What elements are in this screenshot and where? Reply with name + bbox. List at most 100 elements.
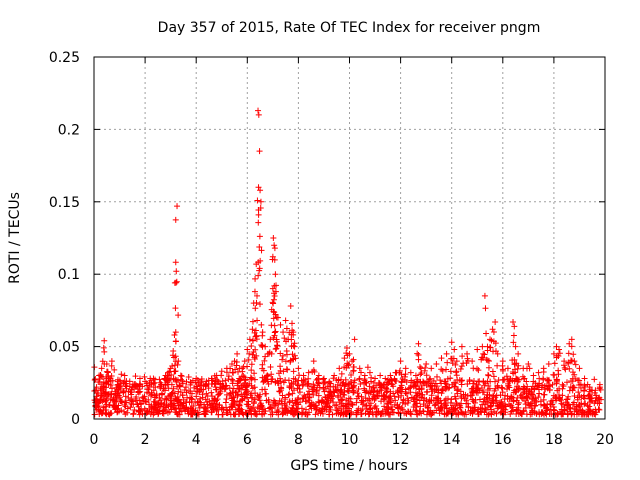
data-point <box>456 376 463 383</box>
data-point <box>551 407 558 414</box>
data-point <box>358 369 365 376</box>
data-point <box>433 373 440 380</box>
data-point <box>572 361 579 368</box>
data-point <box>99 358 106 365</box>
data-point <box>521 397 528 404</box>
data-point <box>177 376 184 383</box>
data-point <box>530 392 537 399</box>
data-point <box>139 410 146 417</box>
data-point <box>256 393 263 400</box>
data-point <box>172 353 179 360</box>
data-point <box>108 410 115 417</box>
data-point <box>342 403 349 410</box>
data-point <box>407 408 414 415</box>
data-point <box>448 396 455 403</box>
data-point <box>295 377 302 384</box>
data-point <box>235 378 242 385</box>
data-point <box>361 377 368 384</box>
data-point <box>343 345 350 352</box>
data-point <box>223 369 230 376</box>
data-point <box>280 329 287 336</box>
data-point <box>135 408 142 415</box>
data-point <box>254 317 261 324</box>
data-point <box>576 377 583 384</box>
data-point <box>494 350 501 357</box>
data-point <box>193 393 200 400</box>
data-point <box>259 374 266 381</box>
data-point <box>371 404 378 411</box>
data-point <box>326 403 333 410</box>
data-point <box>370 391 377 398</box>
data-point <box>272 288 279 295</box>
data-point <box>550 350 557 357</box>
data-point <box>364 364 371 371</box>
data-point <box>124 405 131 412</box>
data-point <box>104 368 111 375</box>
data-point <box>457 365 464 372</box>
data-point <box>110 402 117 409</box>
data-point <box>253 411 260 418</box>
data-point <box>169 362 176 369</box>
data-point <box>443 405 450 412</box>
data-point <box>366 369 373 376</box>
data-point <box>473 384 480 391</box>
data-point <box>339 396 346 403</box>
data-point <box>330 399 337 406</box>
data-point <box>162 376 169 383</box>
data-point <box>233 388 240 395</box>
data-point <box>491 408 498 415</box>
data-point <box>546 387 553 394</box>
data-point <box>269 299 276 306</box>
data-point <box>350 356 357 363</box>
data-point <box>447 368 454 375</box>
data-point <box>443 402 450 409</box>
data-point <box>103 374 110 381</box>
data-point <box>417 371 424 378</box>
data-point <box>135 388 142 395</box>
data-point <box>526 365 533 372</box>
data-point <box>404 399 411 406</box>
data-point <box>469 396 476 403</box>
y-axis-label: ROTI / TECUs <box>7 192 23 284</box>
data-point <box>391 376 398 383</box>
data-point <box>509 404 516 411</box>
data-point <box>320 380 327 387</box>
data-points <box>91 107 604 418</box>
data-point <box>439 367 446 374</box>
data-point <box>458 408 465 415</box>
data-point <box>156 394 163 401</box>
data-point <box>349 401 356 408</box>
data-point <box>485 364 492 371</box>
data-point <box>423 372 430 379</box>
data-point <box>500 406 507 413</box>
data-point <box>141 393 148 400</box>
data-point <box>342 382 349 389</box>
data-point <box>545 377 552 384</box>
data-point <box>178 373 185 380</box>
data-point <box>392 377 399 384</box>
data-point <box>458 343 465 350</box>
data-point <box>283 347 290 354</box>
data-point <box>523 394 530 401</box>
data-point <box>487 378 494 385</box>
data-point <box>290 375 297 382</box>
data-point <box>229 376 236 383</box>
data-point <box>453 399 460 406</box>
data-point <box>422 364 429 371</box>
data-point <box>576 403 583 410</box>
data-point <box>160 403 167 410</box>
data-point <box>177 383 184 390</box>
x-tick-label: 20 <box>596 432 614 448</box>
y-tick-label: 0.2 <box>58 122 80 138</box>
data-point <box>244 363 251 370</box>
data-point <box>337 382 344 389</box>
data-point <box>243 382 250 389</box>
data-point <box>480 398 487 405</box>
data-point <box>555 352 562 359</box>
data-point <box>366 406 373 413</box>
data-point <box>286 399 293 406</box>
data-point <box>251 370 258 377</box>
data-point <box>248 375 255 382</box>
data-point <box>313 377 320 384</box>
data-point <box>561 404 568 411</box>
